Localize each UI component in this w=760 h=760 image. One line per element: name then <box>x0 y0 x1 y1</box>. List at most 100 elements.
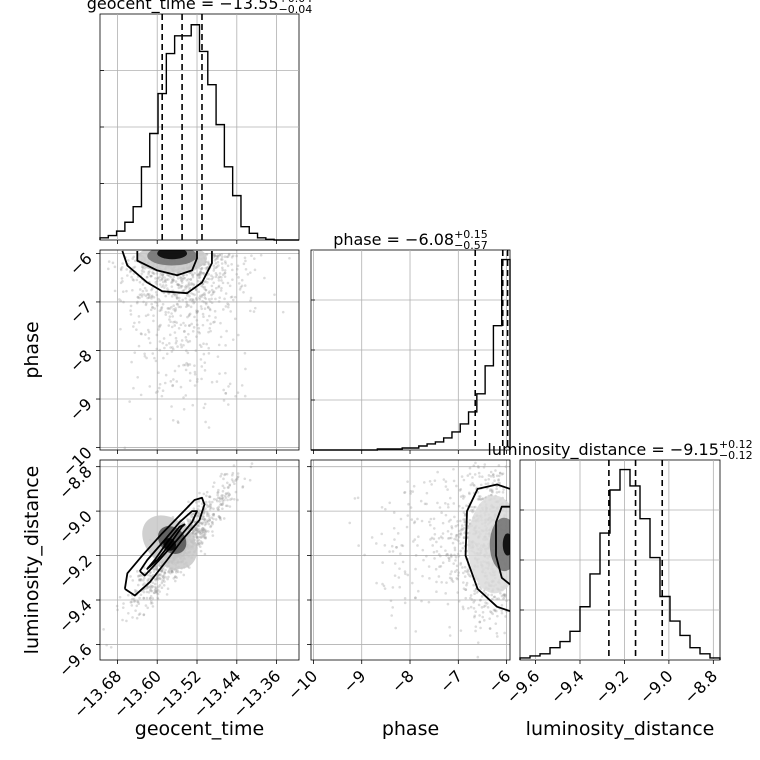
sample-point <box>469 605 473 609</box>
sample-point <box>449 572 452 576</box>
sample-point <box>405 525 409 529</box>
sample-point <box>465 581 469 585</box>
sample-point <box>158 564 161 567</box>
sample-point <box>170 570 173 573</box>
sample-point <box>107 267 110 271</box>
sample-point <box>216 254 219 258</box>
sample-point <box>155 272 159 275</box>
sample-point <box>459 542 462 545</box>
sample-point <box>442 478 446 481</box>
sample-point <box>193 520 196 524</box>
sample-point <box>149 584 152 588</box>
sample-point <box>156 277 159 280</box>
sample-point <box>190 271 193 275</box>
sample-point <box>240 278 244 282</box>
sample-point <box>498 471 502 475</box>
sample-point <box>207 277 211 281</box>
sample-point <box>413 521 416 525</box>
sample-point <box>215 256 219 259</box>
sample-point <box>212 481 216 484</box>
sample-point <box>146 293 149 296</box>
sample-point <box>169 380 173 383</box>
sample-point <box>189 283 193 286</box>
sample-point <box>197 273 201 276</box>
sample-point <box>212 497 216 501</box>
sample-point <box>450 577 453 580</box>
sample-point <box>217 279 221 282</box>
sample-point <box>482 605 486 608</box>
sample-point <box>143 354 147 358</box>
sample-point <box>175 321 178 324</box>
panel-frame <box>99 249 300 451</box>
sample-point <box>454 559 457 562</box>
sample-point <box>163 571 166 575</box>
sample-point <box>179 314 183 317</box>
sample-point <box>198 542 202 545</box>
sample-point <box>171 278 174 282</box>
sample-point <box>155 566 158 570</box>
sample-point <box>215 380 219 383</box>
sample-point <box>102 628 105 631</box>
sample-point <box>166 307 170 310</box>
sample-point <box>202 515 206 519</box>
sample-point <box>197 290 201 294</box>
sample-point <box>135 301 139 305</box>
sample-point <box>190 299 194 303</box>
sample-point <box>200 307 204 311</box>
sample-point <box>216 257 219 260</box>
sample-point <box>155 590 158 593</box>
sample-point <box>217 276 220 280</box>
sample-point <box>153 585 157 589</box>
sample-point <box>156 276 160 280</box>
sample-point <box>113 289 117 293</box>
sample-point <box>204 500 208 504</box>
sample-point <box>167 307 170 310</box>
sample-point <box>190 298 193 301</box>
sample-point <box>187 520 190 524</box>
sample-point <box>474 461 477 465</box>
sample-point <box>489 488 492 491</box>
sample-point <box>158 283 162 286</box>
sample-point <box>160 568 163 572</box>
sample-point <box>162 584 166 587</box>
sample-point <box>150 302 153 306</box>
sample-point <box>196 309 199 313</box>
sample-point <box>241 485 245 488</box>
sample-point <box>207 291 211 295</box>
sample-point <box>481 611 485 614</box>
sample-point <box>194 288 198 292</box>
sample-point <box>148 341 152 345</box>
sample-point <box>202 315 205 319</box>
sample-point <box>485 602 489 605</box>
sample-point <box>172 275 175 279</box>
sample-point <box>446 602 450 606</box>
sample-point <box>144 314 148 318</box>
sample-point <box>179 279 183 282</box>
sample-point <box>105 643 108 647</box>
sample-point <box>490 593 494 597</box>
sample-point <box>446 488 449 491</box>
sample-point <box>191 273 194 277</box>
sample-point <box>205 512 209 516</box>
sample-point <box>201 312 205 316</box>
sample-point <box>199 273 202 276</box>
sample-point <box>151 352 155 355</box>
sample-point <box>226 498 229 502</box>
sample-point <box>253 257 256 260</box>
sample-point <box>135 616 139 620</box>
sample-point <box>227 385 230 388</box>
sample-point <box>461 494 465 498</box>
sample-point <box>407 502 410 506</box>
sample-point <box>178 283 181 287</box>
sample-point <box>195 528 198 532</box>
sample-point <box>148 574 151 577</box>
sample-point <box>119 327 122 331</box>
sample-point <box>200 293 204 297</box>
sample-point <box>219 518 222 521</box>
sample-point <box>403 596 407 600</box>
sample-point <box>119 267 123 270</box>
sample-point <box>448 576 452 580</box>
sample-point <box>189 278 193 281</box>
sample-point <box>175 296 179 299</box>
sample-point <box>203 307 207 311</box>
